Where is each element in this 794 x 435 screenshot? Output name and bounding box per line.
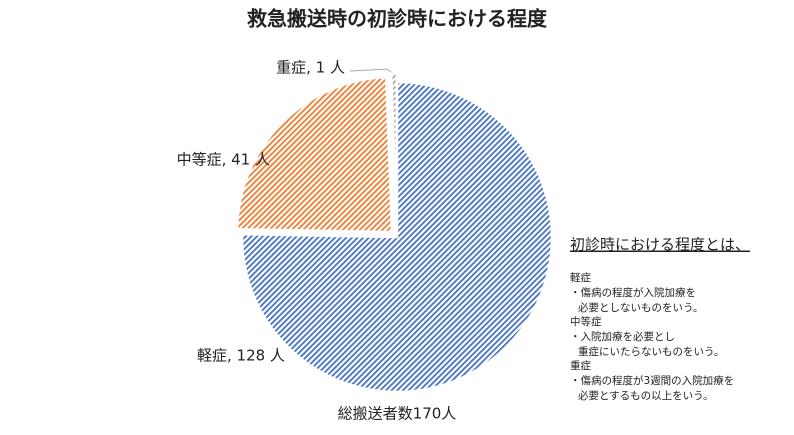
definitions-title: 初診時における程度とは、 — [570, 236, 750, 254]
definition-line: 重症にいたらないものをいう。 — [578, 345, 724, 358]
slice-label: 重症, 1 人 — [276, 59, 345, 77]
definition-line: 必要とするもの以上をいう。 — [578, 389, 714, 402]
definition-term: 中等症 — [570, 315, 602, 328]
slice-label: 軽症, 128 人 — [197, 347, 285, 365]
pie-slice — [235, 75, 394, 234]
definition-line: ・傷病の程度が入院加療を — [570, 286, 696, 299]
definition-line: ・入院加療を必要とし — [570, 330, 675, 343]
definition-line: ・傷病の程度が3週間の入院加療を — [570, 374, 734, 387]
chart-title: 救急搬送時の初診時における程度 — [247, 7, 548, 31]
pie-slice — [389, 70, 399, 228]
leader-line — [349, 68, 392, 73]
pie-slice — [240, 80, 554, 394]
total-label: 総搬送者数170人 — [338, 405, 457, 423]
definition-line: 必要としないものをいう。 — [578, 301, 703, 314]
slice-label: 中等症, 41 人 — [177, 151, 270, 169]
definition-term: 重症 — [570, 359, 591, 372]
definition-term: 軽症 — [570, 271, 591, 284]
